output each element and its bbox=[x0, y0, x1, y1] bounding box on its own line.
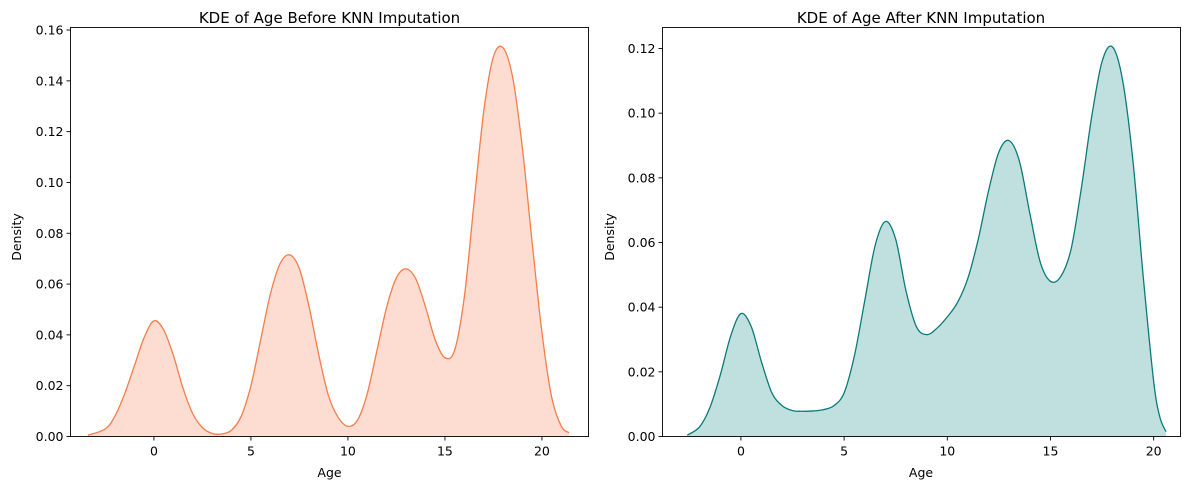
y-tick-label: 0.04 bbox=[628, 300, 656, 315]
y-axis-label: Density bbox=[9, 213, 24, 261]
y-tick-label: 0.02 bbox=[36, 378, 64, 393]
y-tick-label: 0.08 bbox=[628, 170, 656, 185]
axis-ticks: 0 5 10 15 20 0.00 0.02 0.04 0.06 0.08 0.10 0.12 bbox=[628, 41, 1162, 458]
x-axis-label: Age bbox=[317, 465, 341, 480]
x-tick-label: 5 bbox=[247, 444, 255, 459]
y-axis-label: Density bbox=[602, 213, 617, 261]
y-tick-label: 0.02 bbox=[628, 364, 656, 379]
y-tick-label: 0.12 bbox=[628, 41, 656, 56]
y-tick-label: 0.00 bbox=[36, 429, 64, 444]
axis-ticks: 0 5 10 15 20 0.00 0.02 0.04 0.06 0.08 0.10 0.12 0.14… bbox=[36, 23, 550, 459]
density-area bbox=[687, 46, 1167, 437]
x-axis-label: Age bbox=[909, 465, 933, 480]
y-tick-label: 0.04 bbox=[36, 327, 64, 342]
x-tick-label: 0 bbox=[150, 444, 158, 459]
density-line bbox=[87, 45, 570, 436]
plot-frame bbox=[662, 27, 1181, 437]
density-area bbox=[87, 46, 570, 437]
x-tick-label: 5 bbox=[840, 444, 848, 459]
x-tick-label: 20 bbox=[534, 444, 550, 459]
y-tick-label: 0.16 bbox=[36, 23, 64, 38]
chart-panel-after: KDE of Age After KNN Imputation 0 5 10 15 20… bbox=[602, 9, 1181, 480]
y-tick-label: 0.12 bbox=[36, 124, 64, 139]
chart-panel-before: KDE of Age Before KNN Imputation 0 5 10 15 2… bbox=[9, 9, 589, 480]
x-tick-label: 10 bbox=[340, 444, 356, 459]
density-line bbox=[686, 45, 1167, 436]
y-tick-label: 0.08 bbox=[36, 226, 64, 241]
x-tick-label: 15 bbox=[437, 444, 453, 459]
y-tick-label: 0.06 bbox=[36, 277, 64, 292]
plot-frame bbox=[70, 27, 589, 437]
x-tick-label: 10 bbox=[939, 444, 955, 459]
y-tick-label: 0.00 bbox=[628, 429, 656, 444]
y-tick-label: 0.10 bbox=[628, 106, 656, 121]
chart-title: KDE of Age After KNN Imputation bbox=[797, 9, 1045, 27]
y-tick-label: 0.10 bbox=[36, 175, 64, 190]
chart-title: KDE of Age Before KNN Imputation bbox=[199, 9, 460, 27]
y-tick-label: 0.14 bbox=[36, 73, 64, 88]
y-tick-label: 0.06 bbox=[628, 235, 656, 250]
x-tick-label: 15 bbox=[1043, 444, 1059, 459]
x-tick-label: 0 bbox=[737, 444, 745, 459]
x-tick-label: 20 bbox=[1146, 444, 1162, 459]
